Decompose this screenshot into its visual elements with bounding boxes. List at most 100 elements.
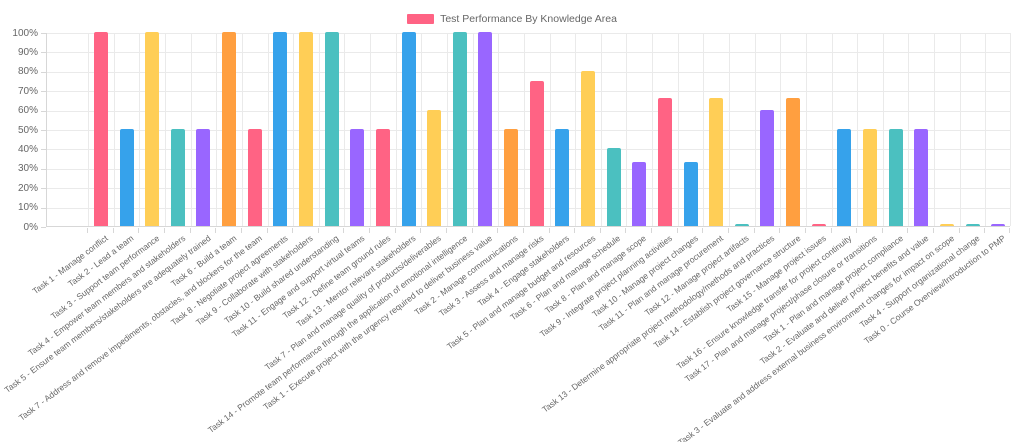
gridline-vertical — [805, 33, 807, 226]
y-axis-label: 90% — [17, 46, 38, 58]
x-axis-tick — [625, 228, 627, 233]
bar[interactable] — [965, 224, 980, 226]
y-axis-tick — [41, 207, 46, 209]
bar[interactable] — [273, 32, 288, 226]
x-axis-tick — [317, 228, 319, 233]
gridline-vertical — [472, 33, 474, 226]
bar[interactable] — [657, 98, 672, 226]
bar[interactable] — [324, 32, 339, 226]
legend-item[interactable]: Test Performance By Knowledge Area — [0, 13, 1024, 25]
gridline-vertical — [88, 33, 89, 226]
gridline-vertical — [344, 33, 346, 226]
bar[interactable] — [93, 32, 108, 226]
gridline-vertical — [626, 33, 628, 226]
y-axis-label: 70% — [17, 85, 38, 97]
bar[interactable] — [683, 162, 698, 226]
gridline-vertical — [934, 33, 936, 226]
bar[interactable] — [786, 98, 801, 226]
y-axis-tick — [41, 52, 46, 54]
bar[interactable] — [196, 129, 211, 226]
bar[interactable] — [529, 80, 544, 226]
gridline-vertical — [421, 33, 423, 226]
gridline-horizontal — [47, 91, 1010, 93]
bar[interactable] — [914, 129, 929, 226]
y-axis-tick — [41, 168, 46, 170]
x-axis-tick — [266, 228, 268, 233]
gridline-horizontal — [47, 33, 1010, 34]
bar[interactable] — [247, 129, 262, 226]
bar[interactable] — [709, 98, 724, 226]
x-axis-tick — [189, 228, 191, 233]
x-axis-tick — [728, 228, 729, 233]
bar[interactable] — [504, 129, 518, 226]
gridline-horizontal — [47, 52, 1010, 54]
gridline-vertical — [575, 33, 577, 226]
y-axis-label: 0% — [23, 221, 38, 233]
bar[interactable] — [170, 129, 185, 226]
gridline-vertical — [318, 33, 320, 226]
bar[interactable] — [427, 109, 442, 226]
gridline-vertical — [908, 33, 910, 226]
y-axis-label: 50% — [17, 124, 38, 136]
bar[interactable] — [581, 70, 595, 226]
bar[interactable] — [837, 129, 852, 226]
x-axis-tick — [804, 228, 806, 233]
x-axis-tick — [599, 228, 601, 233]
gridline-horizontal — [47, 188, 1010, 190]
bar[interactable] — [555, 129, 570, 226]
bar[interactable] — [145, 32, 160, 226]
gridline-horizontal — [47, 207, 1010, 209]
bar[interactable] — [734, 224, 749, 226]
gridline-vertical — [267, 33, 269, 226]
gridline-vertical — [241, 33, 243, 226]
x-axis-tick — [522, 228, 524, 233]
x-axis-tick — [651, 228, 653, 233]
y-axis-tick — [41, 130, 46, 131]
bar[interactable] — [991, 224, 1006, 226]
x-axis-tick — [702, 228, 704, 233]
y-axis-label: 80% — [17, 66, 38, 78]
gridline-vertical — [139, 33, 141, 226]
y-axis-label: 100% — [12, 27, 38, 39]
bar[interactable] — [401, 32, 416, 226]
gridline-vertical — [113, 33, 115, 226]
y-axis-tick — [41, 227, 46, 228]
x-axis-tick — [163, 228, 165, 233]
bar[interactable] — [222, 32, 236, 226]
x-axis-tick — [369, 228, 370, 233]
bar[interactable] — [606, 148, 621, 226]
x-axis-tick — [574, 228, 576, 233]
gridline-vertical — [652, 33, 654, 226]
gridline-vertical — [498, 33, 500, 226]
gridline-horizontal — [47, 149, 1010, 151]
bar[interactable] — [888, 129, 903, 226]
gridline-vertical — [831, 33, 833, 226]
bar[interactable] — [375, 129, 390, 226]
x-axis-tick — [215, 228, 217, 233]
x-axis-tick — [779, 228, 781, 233]
gridline-vertical — [190, 33, 192, 226]
x-axis-tick — [87, 228, 88, 233]
bar[interactable] — [298, 32, 313, 226]
gridline-vertical — [703, 33, 705, 226]
bar[interactable] — [632, 162, 647, 226]
y-axis-tick — [41, 71, 46, 73]
bar[interactable] — [811, 224, 826, 226]
gridline-horizontal — [47, 168, 1010, 170]
gridline-vertical — [395, 33, 397, 226]
bar[interactable] — [452, 32, 467, 226]
bar[interactable] — [760, 109, 775, 226]
gridline-vertical — [729, 33, 730, 226]
gridline-vertical — [985, 33, 987, 226]
gridline-vertical — [857, 33, 859, 226]
y-axis-label: 30% — [17, 163, 38, 175]
bar[interactable] — [350, 129, 365, 226]
gridline-vertical — [780, 33, 782, 226]
y-axis-label: 20% — [17, 182, 38, 194]
bar[interactable] — [939, 224, 954, 226]
bar[interactable] — [863, 129, 877, 226]
gridline-vertical — [677, 33, 679, 226]
bar[interactable] — [478, 32, 493, 226]
bar[interactable] — [119, 129, 134, 226]
